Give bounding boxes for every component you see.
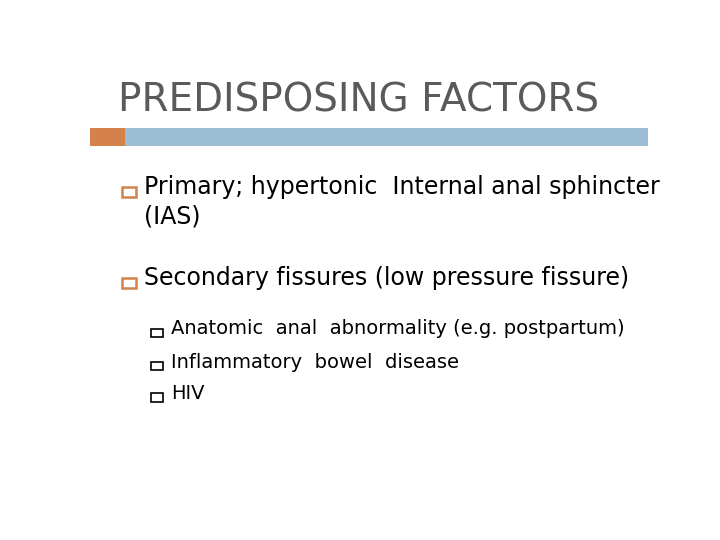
Text: Anatomic  anal  abnormality (e.g. postpartum): Anatomic anal abnormality (e.g. postpart… — [171, 319, 624, 339]
Text: Inflammatory  bowel  disease: Inflammatory bowel disease — [171, 353, 459, 372]
Bar — [151, 362, 163, 370]
Bar — [90, 129, 125, 146]
Bar — [122, 187, 136, 197]
Text: PREDISPOSING FACTORS: PREDISPOSING FACTORS — [118, 82, 599, 119]
Text: HIV: HIV — [171, 384, 204, 403]
Text: Primary; hypertonic  Internal anal sphincter: Primary; hypertonic Internal anal sphinc… — [144, 174, 660, 199]
Bar — [151, 329, 163, 337]
Text: Secondary fissures (low pressure fissure): Secondary fissures (low pressure fissure… — [144, 266, 629, 290]
Bar — [125, 129, 648, 146]
Bar — [151, 393, 163, 402]
Text: (IAS): (IAS) — [144, 205, 201, 228]
Bar — [122, 278, 136, 288]
